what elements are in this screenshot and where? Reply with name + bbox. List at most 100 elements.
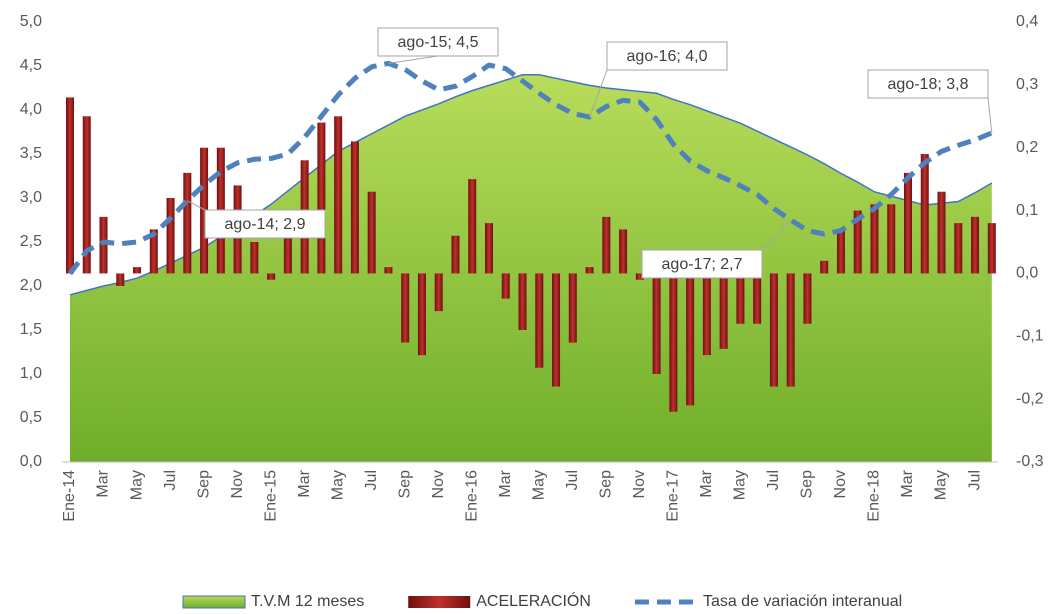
bar [200,147,209,274]
x-tick-label: May [530,470,547,500]
area [70,74,992,463]
bar [971,216,980,274]
x-tick-label: Mar [296,469,313,497]
bar [384,267,393,274]
bar [904,172,912,274]
legend-label: Tasa de variación interanual [703,593,902,610]
annotation-leader [589,69,608,118]
y2-tick-label: 0,4 [1016,13,1038,30]
bar [803,273,812,324]
y-tick-label: 4,5 [20,57,42,74]
x-tick-label: May [128,470,145,500]
bar [585,267,594,274]
line [67,60,993,276]
bar [133,267,142,274]
bar [401,273,410,343]
bar [769,273,778,387]
y2-tick-label: 0,1 [1016,202,1038,219]
bar [686,273,695,406]
x-tick-label: Sep [396,470,413,499]
x-tick-label: May [329,470,346,500]
legend-label: ACELERACIÓN [476,591,591,610]
x-tick-label: Mar [698,469,715,497]
bar [485,223,493,274]
x-tick-label: Sep [195,470,212,499]
x-tick-label: Nov [832,470,849,498]
bar [501,273,510,299]
bar [535,273,544,368]
annotation: ago-16; 4,0 [627,48,708,65]
x-tick-label: Nov [430,470,447,498]
y2-tick-label: -0,2 [1016,390,1044,407]
x-tick-label: Jul [765,470,782,490]
annotation-box [641,249,763,279]
legend-swatch [182,595,246,609]
x-tick-label: Jul [162,470,179,490]
bar [417,273,426,356]
y2-tick-label: -0,1 [1016,328,1044,345]
bar [183,172,192,274]
x-tick-label: Mar [95,469,112,497]
legend-swatch [408,596,471,608]
bar [635,273,644,280]
y-tick-label: 1,0 [20,365,42,382]
x-tick-label: Nov [229,470,246,498]
y-tick-label: 1,5 [20,321,42,338]
bar [99,216,108,274]
annotation-leader [388,55,439,64]
bar [736,273,745,324]
x-tick-label: Ene-14 [61,470,78,522]
bar [568,273,577,343]
bar [602,216,611,274]
x-tick-label: Sep [598,470,615,499]
x-tick-label: May [933,470,950,500]
annotation: ago-14; 2,9 [225,216,306,233]
x-tick-label: Mar [497,469,514,497]
x-tick-label: May [732,470,749,500]
y2-tick-label: -0,3 [1016,453,1044,470]
bar [954,223,963,274]
bar [719,273,728,349]
bar [317,122,326,274]
annotation-box [377,27,499,57]
bar [267,273,276,280]
bar [853,210,862,274]
bar [82,116,91,274]
y-tick-label: 2,5 [20,233,42,250]
y2-tick-label: 0,3 [1016,76,1038,93]
y-tick-label: 5,0 [20,13,42,30]
bar [652,273,661,374]
bar [836,229,845,274]
bar [552,273,561,387]
bar [350,141,359,274]
bar [283,235,292,274]
bar [870,204,879,274]
bar [250,242,259,274]
bar [987,223,996,274]
y-tick-label: 0,0 [20,453,42,470]
annotation-box [867,69,989,99]
x-tick-label: Jul [363,470,380,490]
bar [367,191,376,274]
x-tick-label: Nov [631,470,648,498]
bar [334,116,343,274]
bar [451,235,460,274]
bar [149,229,158,274]
y2-tick-label: 0,2 [1016,139,1038,156]
x-tick-label: Mar [899,469,916,497]
bar [920,154,929,274]
bar [887,204,896,274]
x-tick-label: Ene-17 [665,470,682,522]
bar [820,260,829,274]
annotation: ago-18; 3,8 [888,76,969,93]
legend-label: T.V.M 12 meses [251,593,364,610]
x-tick-label: Jul [564,470,581,490]
bar [669,273,678,412]
bar [518,273,527,330]
annotation-leader [187,200,206,211]
x-tick-label: Sep [799,470,816,499]
bar [468,179,477,274]
y-tick-label: 3,0 [20,189,42,206]
bar [753,273,762,324]
